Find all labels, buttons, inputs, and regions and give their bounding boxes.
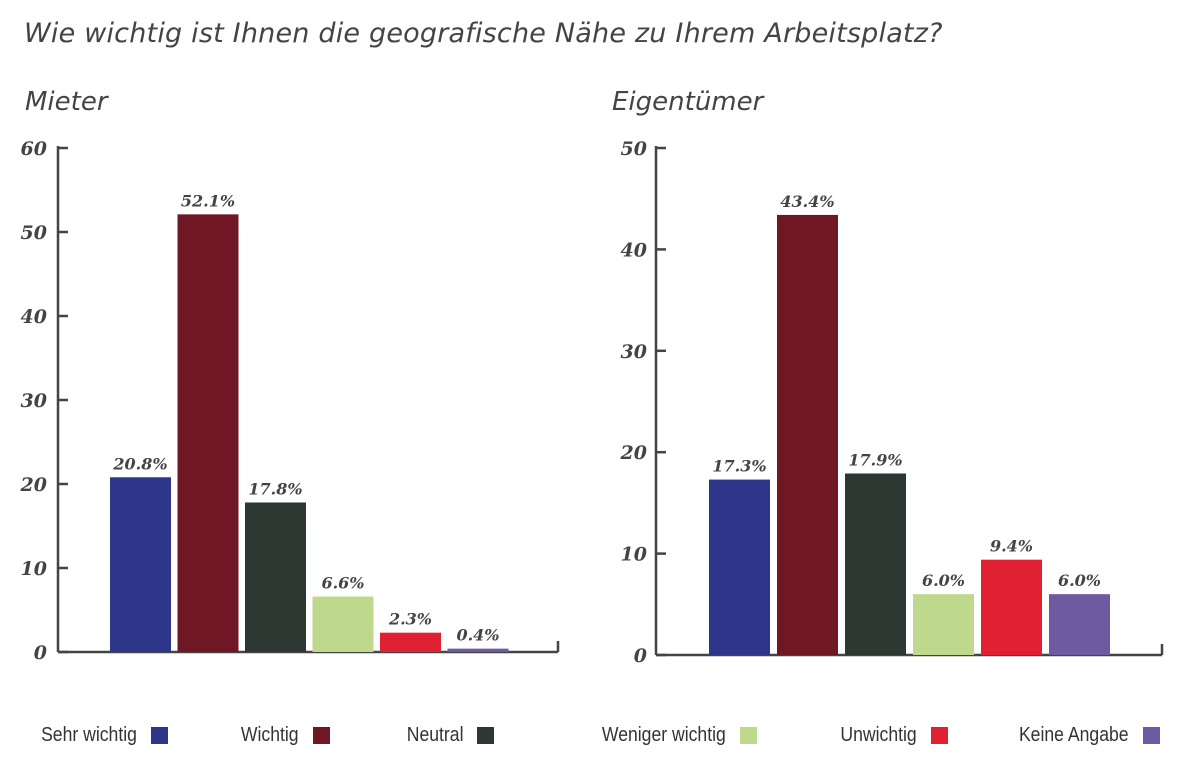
legend-item-weniger-wichtig: Weniger wichtig [585,724,757,747]
legend-label: Wichtig [241,724,299,746]
data-label-unwichtig: 9.4% [990,537,1033,556]
y-tick-label: 30 [621,341,647,363]
legend-label: Weniger wichtig [602,724,726,746]
y-tick-label: 10 [21,558,47,580]
data-label-unwichtig: 2.3% [388,610,432,629]
bar-sehr-wichtig [709,479,770,655]
chart-eigentuemer: Eigentümer 0 10 20 30 40 50 17.3% 43.4% 17.9% 6.0%… [612,87,1164,667]
bar-unwichtig [380,632,441,652]
y-tick-label: 0 [34,642,47,664]
y-tick-label: 50 [621,138,647,160]
bar-weniger-wichtig [913,594,974,655]
legend-item-keine-angabe: Keine Angabe [1004,724,1160,747]
page-title: Wie wichtig ist Ihnen die geografische N… [24,18,943,49]
data-label-sehr-wichtig: 17.3% [712,457,766,476]
data-label-weniger-wichtig: 6.0% [922,571,965,590]
bar-sehr-wichtig [110,477,171,652]
y-tick-label: 20 [620,442,647,464]
legend-swatch [313,727,330,744]
y-tick-label: 30 [21,390,47,412]
bar-keine-angabe [1049,594,1110,655]
legend-swatch [477,727,494,744]
data-label-neutral: 17.8% [248,479,302,498]
bar-keine-angabe [447,648,509,652]
eigentuemer-chart-title: Eigentümer [612,87,766,117]
data-label-sehr-wichtig: 20.8% [112,454,167,473]
legend-label: Unwichtig [840,724,917,746]
mieter-chart-title: Mieter [25,87,110,117]
bar-wichtig [777,214,838,655]
y-tick-label: 20 [20,474,47,496]
bar-weniger-wichtig [312,596,374,652]
legend: Sehr wichtig Wichtig Neutral Weniger wichti… [0,718,1200,754]
legend-label: Sehr wichtig [41,724,137,746]
bar-wichtig [177,214,239,653]
legend-swatch [931,727,948,744]
data-label-wichtig: 43.4% [780,192,834,211]
legend-swatch [740,727,757,744]
legend-swatch [151,727,168,744]
data-label-weniger-wichtig: 6.6% [321,574,364,593]
legend-item-sehr-wichtig: Sehr wichtig [28,724,168,747]
y-tick-label: 10 [621,544,647,566]
chart-mieter: Mieter 0 10 20 30 40 50 60 20.8% 52.1% 17.8% 6.6% 2.… [20,87,560,664]
legend-swatch [1143,727,1160,744]
legend-item-unwichtig: Unwichtig [830,724,948,747]
legend-item-neutral: Neutral [399,724,494,747]
data-label-keine-angabe: 6.0% [1058,571,1101,590]
bar-neutral [845,473,906,655]
y-tick-label: 0 [634,645,647,667]
legend-label: Keine Angabe [1019,724,1129,746]
data-label-wichtig: 52.1% [181,191,235,210]
legend-item-wichtig: Wichtig [233,724,330,747]
y-tick-label: 40 [21,306,47,328]
y-tick-label: 50 [21,222,47,244]
data-label-neutral: 17.9% [848,450,902,469]
bar-neutral [245,502,306,652]
legend-label: Neutral [406,724,463,746]
y-tick-label: 60 [21,138,47,160]
y-tick-label: 40 [621,239,647,261]
data-label-keine-angabe: 0.4% [456,626,499,645]
bar-unwichtig [981,559,1042,655]
